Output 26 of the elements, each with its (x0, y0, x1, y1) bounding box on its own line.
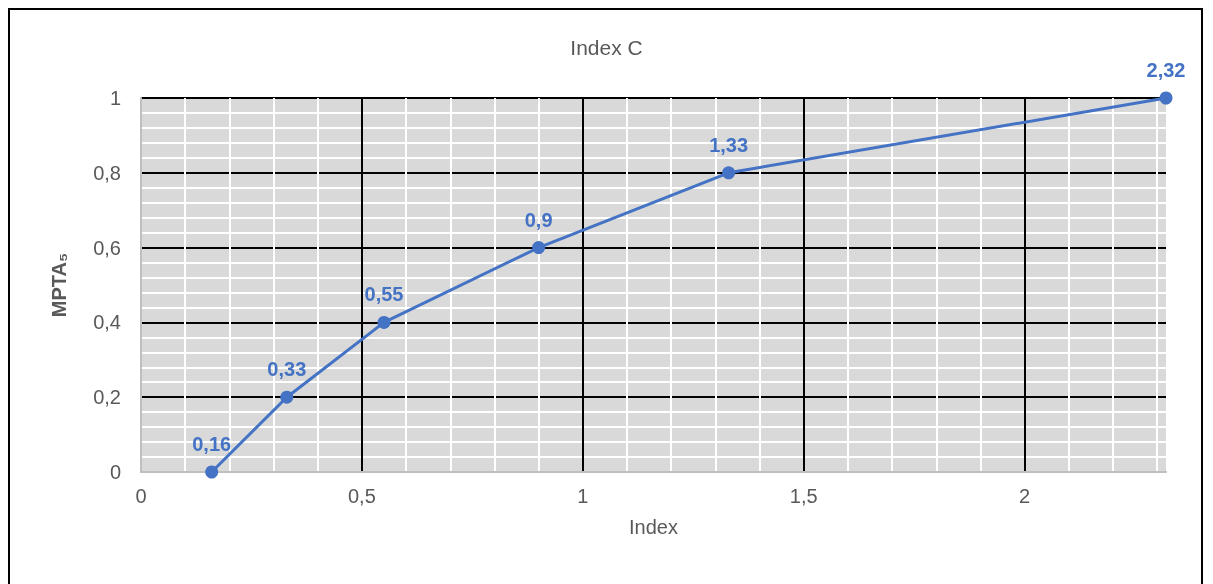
point (722, 166, 736, 180)
x-tick-label: 1,5 (789, 485, 818, 507)
point (1159, 91, 1173, 105)
annotation: 1,33 (709, 133, 749, 156)
annotation: 0,55 (364, 283, 404, 306)
y-tick-label: 0 (109, 461, 121, 483)
point (377, 315, 391, 329)
y-tick-label: 0,4 (93, 311, 121, 334)
point (205, 465, 219, 479)
x-axis-title: Index (629, 516, 678, 538)
x-tick-label: 1 (577, 485, 589, 507)
annotation: 2,32 (1146, 59, 1186, 81)
x-tick-label: 0,5 (348, 485, 376, 507)
x-tick-label: 0 (135, 485, 147, 507)
chart-title: Index C (570, 36, 643, 59)
y-tick-label: 0,2 (93, 386, 121, 409)
point (532, 241, 546, 255)
y-axis-title: MPTA₅ (48, 252, 70, 318)
point (280, 390, 294, 404)
x-tick-label: 2 (1019, 485, 1031, 507)
y-tick-label: 1 (109, 87, 121, 109)
annotation: 0,16 (192, 433, 232, 455)
y-tick-label: 0,8 (93, 161, 121, 184)
y-tick-label: 0,6 (93, 236, 121, 259)
annotation: 0,33 (267, 358, 307, 381)
annotation: 0,9 (524, 208, 553, 231)
